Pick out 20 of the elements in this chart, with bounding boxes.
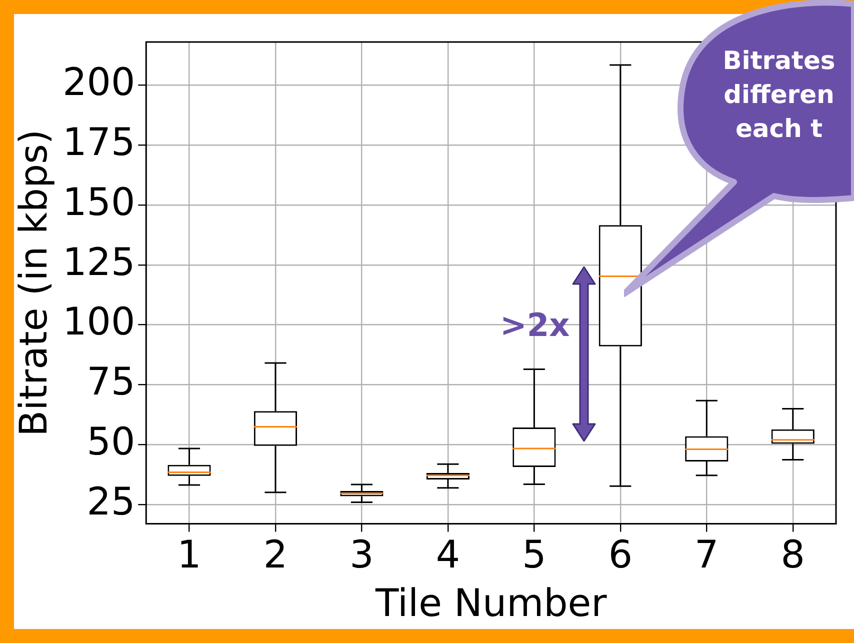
y-tick-label: 175 — [62, 120, 136, 164]
y-tick-label: 25 — [86, 480, 136, 524]
y-tick-label: 50 — [86, 420, 136, 464]
annotation: >2x — [500, 306, 570, 344]
y-tick-label: 200 — [62, 60, 136, 104]
x-axis-title: Tile Number — [374, 581, 608, 626]
x-tick-label: 3 — [350, 532, 374, 576]
y-tick-label: 75 — [86, 360, 136, 404]
x-tick-label: 5 — [522, 532, 546, 576]
y-tick-label: 125 — [62, 240, 136, 284]
x-tick-label: 7 — [694, 532, 719, 576]
x-tick-label: 8 — [780, 532, 805, 576]
y-axis-title: Bitrate (in kbps) — [12, 129, 56, 437]
x-tick-label: 2 — [263, 532, 288, 576]
x-tick-label: 4 — [436, 532, 460, 576]
x-tick-label: 6 — [608, 532, 633, 576]
annotation: Bitrates differen each t — [722, 45, 836, 145]
x-tick-label: 1 — [177, 532, 202, 576]
y-tick-label: 150 — [62, 180, 136, 224]
y-tick-label: 100 — [62, 300, 136, 344]
